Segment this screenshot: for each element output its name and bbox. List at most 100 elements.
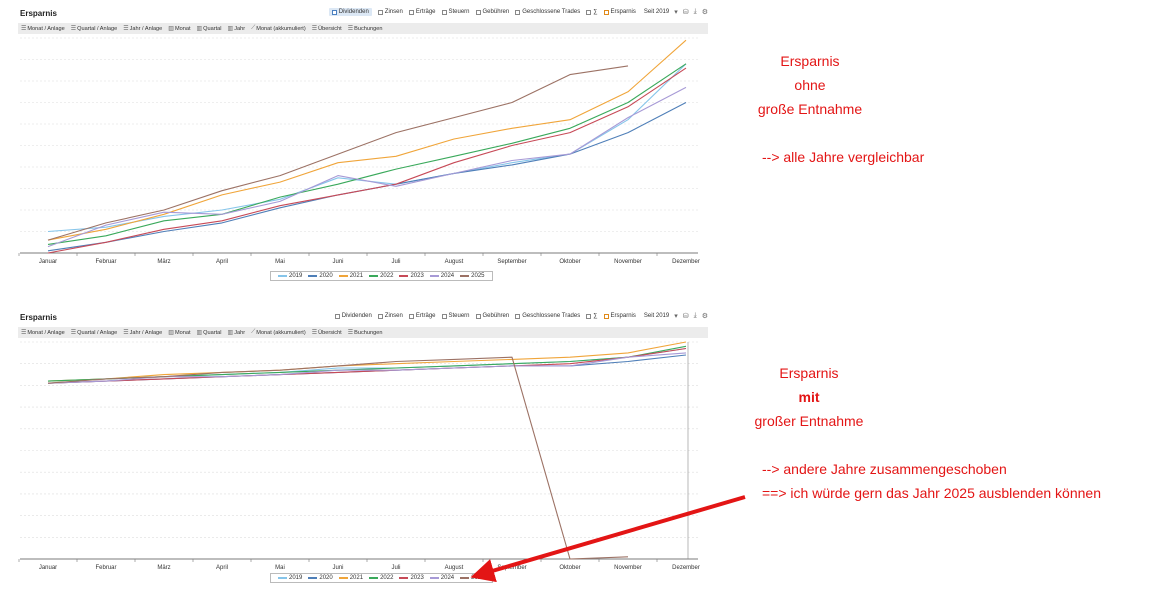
settings-gear-icon[interactable]: ⚙ [701,313,708,320]
x-tick-label: März [157,565,170,571]
table-icon: ☰ [347,330,354,336]
legend-item-2020[interactable]: 2020 [308,273,333,279]
legend-item-2021[interactable]: 2021 [338,575,363,581]
series-line-2023[interactable] [47,67,687,254]
settings-gear-icon[interactable]: ⚙ [701,9,708,16]
toolbar-item-summe[interactable]: ∑ [586,313,598,319]
toolbar-item-steuern[interactable]: Steuern [441,9,470,15]
tab-buchungen[interactable]: ☰ Buchungen [347,25,383,33]
legend-item-2020[interactable]: 2020 [308,575,333,581]
legend-label: 2019 [289,575,303,581]
tab-jahr-anlage[interactable]: ☰ Jahr / Anlage [123,329,163,337]
legend-swatch [399,275,409,277]
dropdown-arrow-icon[interactable]: ▾ [674,9,678,16]
toolbar-item-zinsen[interactable]: Zinsen [377,9,403,15]
series-line-2025[interactable] [47,356,629,560]
legend-swatch [460,577,470,579]
series-line-2025[interactable] [47,65,629,241]
table-icon: ☰ [123,26,129,32]
line-chart-icon: ⟋ [251,329,256,335]
toolbar-item-zinsen[interactable]: Zinsen [377,313,403,319]
legend-swatch [308,577,318,579]
legend-item-2022[interactable]: 2022 [369,273,393,279]
legend-item-2022[interactable]: 2022 [369,575,393,581]
legend-item-2019[interactable]: 2019 [278,273,302,279]
series-line-2024[interactable] [47,86,687,248]
table-icon: ☰ [347,26,354,32]
line-chart-top: Januar Februar März April Mai Juni Juli August S… [18,37,700,265]
tab-monat[interactable]: ▥ Monat [168,329,191,337]
legend-item-2025[interactable]: 2025 [460,575,485,581]
series-line-2021[interactable] [47,341,687,382]
tab-monat[interactable]: ▥ Monat [168,25,191,33]
toolbar-item-ertraege[interactable]: Erträge [408,9,436,15]
x-tick-label: Oktober [559,565,580,571]
legend-item-2024[interactable]: 2024 [429,575,454,581]
checkbox-icon [377,313,383,319]
toolbar-item-gebuehren[interactable]: Gebühren [475,9,509,15]
tab-jahr-anlage[interactable]: ☰ Jahr / Anlage [123,25,163,33]
toolbar-item-dividenden[interactable]: Dividenden [328,8,372,16]
tab-quartal-anlage[interactable]: ☰ Quartal / Anlage [70,329,118,337]
tab-jahr[interactable]: ▥ Jahr [227,329,246,337]
bar-chart-icon: ▥ [227,26,234,32]
tab-quartal[interactable]: ▥ Quartal [196,329,222,337]
legend-item-2023[interactable]: 2023 [399,575,424,581]
tab-uebersicht[interactable]: ☰ Übersicht [311,25,342,33]
tab-uebersicht[interactable]: ☰ Übersicht [311,329,342,337]
checkbox-icon [441,9,447,15]
series-line-2023[interactable] [47,347,687,384]
legend-swatch [338,577,348,579]
x-tick-label: März [157,259,170,265]
x-tick-label: Dezember [672,259,700,265]
database-icon[interactable]: ⛁ [682,313,689,320]
annotation-bottom-comment: --> andere Jahre zusammengeschoben [762,461,1007,477]
tab-buchungen[interactable]: ☰ Buchungen [347,329,383,337]
database-icon[interactable]: ⛁ [682,9,689,16]
legend-swatch [369,577,379,579]
download-icon[interactable]: ⤓ [693,8,697,15]
period-select[interactable]: Seit 2019 [643,313,670,319]
toolbar-item-gebuehren[interactable]: Gebühren [475,313,509,319]
tab-quartal-anlage[interactable]: ☰ Quartal / Anlage [70,25,118,33]
toolbar-item-geschlossene-trades[interactable]: Geschlossene Trades [515,9,580,15]
period-select[interactable]: Seit 2019 [643,9,670,15]
toolbar-item-geschlossene-trades[interactable]: Geschlossene Trades [515,313,580,319]
series-line-2019[interactable] [47,63,687,233]
checkbox-icon [586,313,592,319]
annotation-bottom-heading: Ersparnis mit großer Entnahme [739,361,879,433]
download-icon[interactable]: ⤓ [693,312,697,319]
bar-chart-icon: ▥ [227,330,234,336]
toolbar-item-dividenden[interactable]: Dividenden [334,313,372,319]
toolbar-item-ertraege[interactable]: Erträge [408,313,436,319]
legend-item-2023[interactable]: 2023 [399,273,424,279]
series-line-2022[interactable] [47,63,687,245]
toolbar-item-steuern[interactable]: Steuern [441,313,470,319]
chart-legend-top: 2019 2020 2021 2022 2023 2024 2025 [270,271,493,281]
toolbar-item-summe[interactable]: ∑ [586,9,598,15]
legend-item-2025[interactable]: 2025 [460,273,485,279]
x-tick-label: September [497,259,526,265]
legend-item-2024[interactable]: 2024 [429,273,454,279]
legend-item-2021[interactable]: 2021 [338,273,363,279]
table-icon: ☰ [70,26,77,32]
tab-quartal[interactable]: ▥ Quartal [196,25,222,33]
dropdown-arrow-icon[interactable]: ▾ [674,313,678,320]
checkbox-icon [334,313,340,319]
toolbar-menu: Dividenden Zinsen Erträge Steuern Gebühr… [323,8,708,16]
table-icon: ☰ [21,330,27,336]
toolbar-item-ersparnis[interactable]: Ersparnis [603,9,636,15]
bar-chart-icon: ▥ [196,330,203,336]
checkbox-icon [331,9,337,15]
legend-item-2019[interactable]: 2019 [278,575,302,581]
series-line-2021[interactable] [47,39,687,241]
toolbar-item-ersparnis[interactable]: Ersparnis [603,313,636,319]
table-icon: ☰ [311,26,318,32]
tab-monat-akkumuliert[interactable]: ⟋ Monat (akkumuliert) [251,25,306,32]
checkbox-icon [515,9,521,15]
tab-jahr[interactable]: ▥ Jahr [227,25,246,33]
tab-monat-anlage[interactable]: ☰ Monat / Anlage [21,25,65,33]
bar-chart-icon: ▥ [196,26,203,32]
tab-monat-anlage[interactable]: ☰ Monat / Anlage [21,329,65,337]
tab-monat-akkumuliert[interactable]: ⟋ Monat (akkumuliert) [251,329,306,336]
